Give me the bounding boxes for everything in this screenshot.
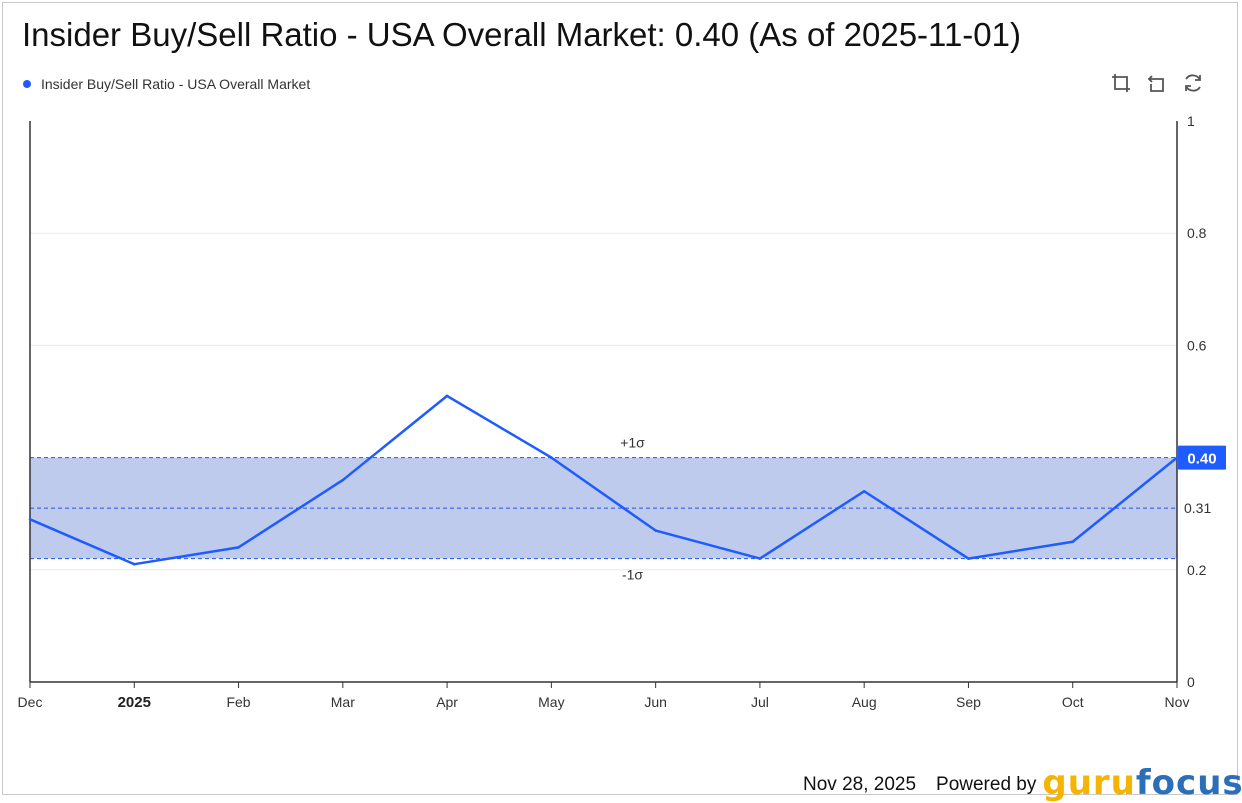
chart-area[interactable]: +1σ -1σ 0 0.2 0.6 0.8 1 0.31 Dec 2025 Feb Mar Apr May…	[0, 0, 1242, 760]
data-point	[341, 478, 345, 482]
data-point	[862, 489, 866, 493]
data-point	[654, 529, 657, 532]
data-point	[1175, 456, 1179, 459]
data-point	[758, 557, 762, 560]
gurufocus-logo[interactable]: gurufocus	[1042, 766, 1242, 800]
legend[interactable]: Insider Buy/Sell Ratio - USA Overall Mar…	[23, 76, 310, 92]
data-point	[132, 562, 136, 566]
current-value-label: 0.40	[1187, 451, 1216, 468]
x-tick-label: Jun	[644, 694, 667, 710]
chart-toolbar	[1110, 72, 1204, 94]
lower-sigma-label: -1σ	[622, 567, 643, 583]
footer: Nov 28, 2025 Powered by gurufocus	[803, 762, 1242, 800]
logo-part-guru: guru	[1042, 763, 1136, 803]
x-tick-label: Mar	[331, 694, 355, 710]
data-point	[550, 456, 553, 459]
legend-marker	[23, 80, 31, 88]
chart-title: Insider Buy/Sell Ratio - USA Overall Mar…	[22, 16, 1021, 53]
data-point	[28, 518, 32, 521]
y-tick-label: 0.2	[1187, 562, 1207, 578]
current-value-badge	[1178, 445, 1226, 470]
x-tick-label: Apr	[436, 694, 458, 710]
upper-sigma-label: +1σ	[620, 435, 645, 451]
y-tick-label: 1	[1187, 113, 1195, 129]
x-tick-label: Oct	[1062, 694, 1084, 710]
data-point	[237, 546, 240, 549]
data-point	[967, 557, 970, 560]
zoom-back-icon[interactable]	[1146, 72, 1168, 94]
y-tick-label: 0.6	[1187, 337, 1207, 353]
footer-date: Nov 28, 2025	[803, 774, 917, 795]
x-tick-label: Sep	[956, 694, 981, 710]
x-tick-label: Dec	[18, 694, 43, 710]
x-tick-label: May	[538, 694, 564, 710]
x-tick-label: 2025	[118, 694, 151, 711]
data-point	[445, 394, 449, 398]
y-tick-label: 0.8	[1187, 225, 1207, 241]
series-line	[29, 394, 1178, 566]
zoom-select-icon[interactable]	[1110, 72, 1132, 94]
x-tick-label: Aug	[852, 694, 877, 710]
x-tick-label: Jul	[751, 694, 769, 710]
x-tick-label: Feb	[226, 694, 250, 710]
powered-by-text: Powered by	[936, 774, 1037, 795]
data-point	[1071, 540, 1075, 544]
legend-label: Insider Buy/Sell Ratio - USA Overall Mar…	[41, 76, 311, 92]
mean-value-label: 0.31	[1184, 500, 1211, 516]
y-tick-label: 0	[1187, 674, 1195, 690]
x-tick-label: Nov	[1165, 694, 1190, 710]
logo-part-focus: focus	[1135, 763, 1242, 803]
restore-icon[interactable]	[1182, 72, 1204, 94]
